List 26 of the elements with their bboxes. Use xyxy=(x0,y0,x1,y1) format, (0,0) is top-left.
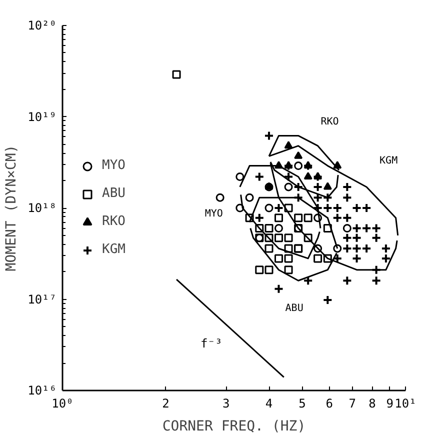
x-tick-label: 9 xyxy=(386,396,394,410)
y-tick-label: 10²⁰ xyxy=(28,18,57,32)
x-tick-label: 2 xyxy=(162,396,170,410)
x-tick-label: 4 xyxy=(265,396,273,410)
annotation: ABU xyxy=(285,303,304,314)
legend-label: RKO xyxy=(102,214,126,229)
y-tick-label: 10¹⁹ xyxy=(28,110,57,124)
annotation: MYO xyxy=(204,208,223,220)
legend-label: MYO xyxy=(102,158,126,173)
y-tick-label: 10¹⁷ xyxy=(28,292,57,306)
x-tick-label: 10⁰ xyxy=(52,396,74,410)
x-tick-label: 6 xyxy=(326,396,334,410)
legend-label: ABU xyxy=(102,186,126,201)
x-tick-label: 5 xyxy=(298,396,306,410)
x-tick-label: 10¹ xyxy=(394,396,416,410)
annotation: RKO xyxy=(320,116,339,128)
x-tick-label: 3 xyxy=(222,396,230,410)
x-tick-label: 7 xyxy=(348,396,356,410)
series-label: f⁻³ xyxy=(200,336,222,350)
y-tick-label: 10¹⁸ xyxy=(28,201,57,215)
x-axis-title: CORNER FREQ. (HZ) xyxy=(162,418,306,434)
annotation: KGM xyxy=(380,155,398,166)
legend-label: KGM xyxy=(102,242,126,257)
x-tick-label: 8 xyxy=(368,396,376,410)
y-tick-label: 10¹⁶ xyxy=(28,384,57,398)
y-axis-title: MOMENT (DYN×CM) xyxy=(4,144,20,272)
